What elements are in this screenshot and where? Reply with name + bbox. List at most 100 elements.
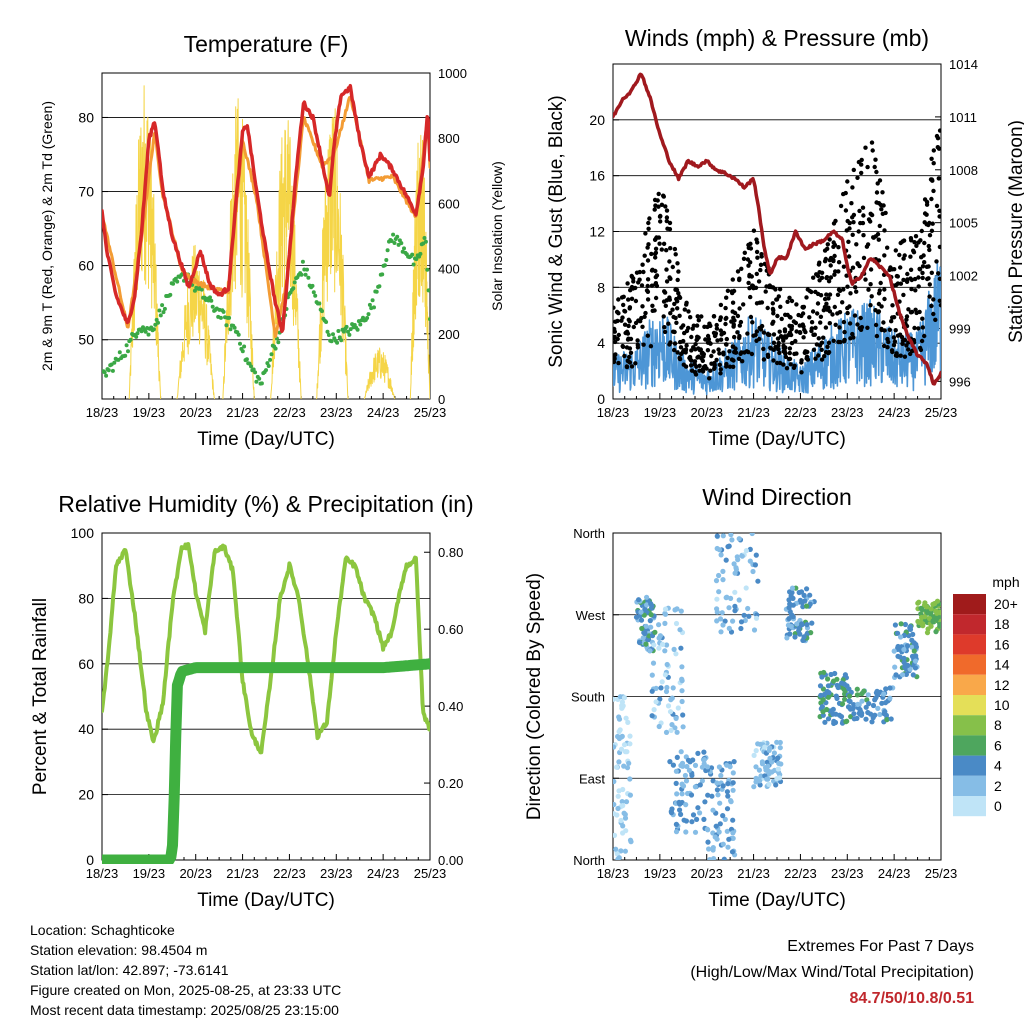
gust-point [922, 211, 928, 216]
gust-point [929, 228, 935, 233]
gust-point [885, 345, 890, 350]
legend-title: mph [992, 574, 1019, 590]
dewpoint-point [425, 267, 430, 272]
gust-point [876, 301, 882, 307]
gust-point [929, 270, 934, 275]
direction-point [673, 715, 679, 722]
direction-point [705, 827, 711, 833]
gust-point [662, 289, 667, 294]
y2-tick-label: 200 [438, 327, 460, 342]
gust-point [633, 361, 638, 366]
gust-point [819, 347, 824, 352]
direction-point [898, 621, 904, 627]
gust-point [929, 303, 934, 309]
direction-point [927, 611, 934, 617]
gust-point [721, 330, 727, 336]
gust-point [894, 273, 900, 279]
x-tick-label: 19/23 [644, 405, 677, 420]
pressure-line [613, 72, 941, 386]
direction-point [664, 684, 670, 691]
temp-2m-line [102, 83, 430, 334]
direction-point [713, 578, 720, 584]
gust-point [787, 314, 793, 320]
gust-point [761, 357, 767, 362]
gust-point [826, 340, 832, 345]
direction-point [675, 705, 681, 711]
gust-point [846, 239, 851, 244]
elevation-text: Station elevation: 98.4504 m [30, 942, 208, 958]
direction-point [613, 778, 617, 785]
direction-point [775, 755, 781, 761]
gust-point [748, 294, 753, 300]
dewpoint-point [305, 267, 309, 272]
direction-point [652, 629, 658, 635]
gust-point [625, 337, 631, 342]
direction-point [846, 704, 852, 710]
direction-point [625, 719, 631, 726]
gust-point [832, 242, 838, 248]
gust-point [758, 267, 763, 273]
gust-point [667, 259, 672, 264]
y2-tick-label: 1011 [949, 110, 977, 125]
gust-point [880, 190, 885, 195]
gust-point [881, 343, 887, 349]
gust-point [892, 339, 898, 344]
direction-point [898, 634, 904, 640]
dewpoint-point [123, 353, 128, 358]
direction-point [924, 630, 931, 636]
direction-point [804, 586, 810, 592]
dewpoint-point [175, 279, 180, 284]
direction-point [743, 548, 750, 554]
gust-point [869, 212, 875, 218]
y2-tick-label: 1000 [438, 66, 467, 81]
direction-point [832, 670, 838, 677]
dewpoint-point [106, 368, 111, 373]
direction-point [683, 802, 689, 808]
chart-title: Relative Humidity (%) & Precipitation (i… [58, 491, 473, 517]
direction-point [614, 764, 620, 770]
gust-point [906, 307, 911, 312]
gust-point [863, 145, 868, 150]
direction-point [786, 616, 792, 622]
gust-point [616, 297, 621, 302]
gust-point [723, 321, 728, 327]
direction-point [730, 770, 736, 776]
gust-point [616, 332, 621, 338]
dewpoint-point [365, 316, 370, 320]
y2-tick-label: 400 [438, 262, 460, 277]
dewpoint-point [244, 357, 249, 362]
legend-label: 12 [994, 677, 1010, 693]
gust-point [730, 300, 736, 305]
solar-insolation-line [409, 134, 430, 399]
gust-point [845, 310, 850, 316]
gust-point [656, 191, 661, 197]
gust-point [911, 248, 916, 253]
direction-point [801, 634, 807, 640]
gust-point [848, 291, 853, 296]
dewpoint-point [208, 295, 212, 300]
direction-point [749, 533, 755, 537]
gust-point [625, 281, 630, 286]
direction-point [933, 629, 939, 635]
gust-point [830, 312, 835, 317]
y-tick-label: 20 [78, 787, 94, 803]
gust-point [920, 270, 925, 276]
gust-point [848, 336, 853, 341]
direction-point [751, 784, 757, 790]
y-tick-label: South [571, 690, 605, 705]
direction-point [724, 762, 730, 768]
gust-point [819, 270, 825, 275]
solar-insolation-line [270, 120, 302, 399]
direction-point [895, 653, 901, 659]
direction-point [739, 553, 745, 559]
direction-point [903, 671, 910, 678]
direction-point [678, 608, 684, 614]
gust-point [767, 332, 772, 337]
direction-point [678, 749, 684, 755]
dewpoint-point [377, 284, 382, 289]
direction-point [767, 755, 773, 762]
gust-point [716, 347, 721, 352]
gust-point [662, 325, 667, 330]
direction-point [854, 686, 860, 692]
gust-point [863, 277, 868, 282]
